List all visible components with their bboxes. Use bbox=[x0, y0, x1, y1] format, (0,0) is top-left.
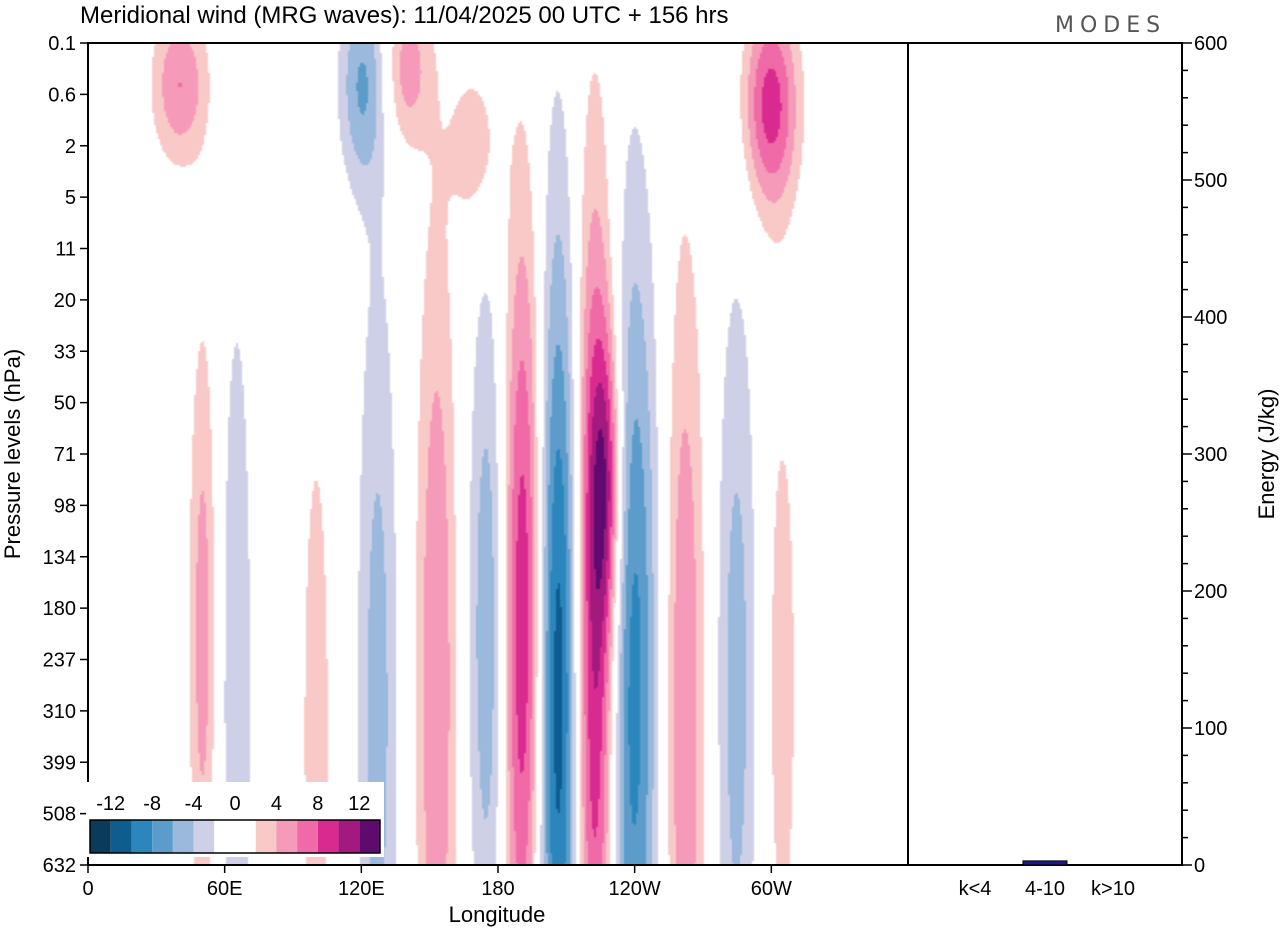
energy-tick-label: 600 bbox=[1194, 33, 1227, 55]
energy-bars: k<4 4-10 k>10 bbox=[959, 860, 1135, 900]
contour-field bbox=[88, 43, 908, 865]
contour-panel: 0.1 0.6 2 5 11 20 33 50 71 98 134 180 237 310 399 508 63… bbox=[0, 33, 909, 927]
colorbar-label: 8 bbox=[312, 793, 323, 815]
x-axis-label: Longitude bbox=[449, 902, 546, 927]
pressure-tick-label: 71 bbox=[54, 444, 76, 466]
colorbar-swatch bbox=[255, 820, 277, 853]
pressure-tick-label: 310 bbox=[43, 701, 76, 723]
modes-logo: MODES bbox=[1055, 13, 1166, 38]
pressure-axis: 0.1 0.6 2 5 11 20 33 50 71 98 134 180 237 310 399 508 63… bbox=[43, 33, 88, 877]
y-axis-label: Pressure levels (hPa) bbox=[0, 349, 25, 559]
chart-title: Meridional wind (MRG waves): 11/04/2025 … bbox=[80, 2, 729, 29]
colorbar-label: -4 bbox=[185, 793, 203, 815]
energy-tick-label: 300 bbox=[1194, 444, 1227, 466]
energy-frame bbox=[907, 42, 1183, 866]
energy-bar bbox=[1022, 860, 1068, 866]
colorbar-swatch bbox=[152, 820, 173, 853]
energy-tick-label: 100 bbox=[1194, 718, 1227, 740]
longitude-tick-label: 180 bbox=[481, 878, 514, 900]
colorbar-swatch bbox=[193, 820, 215, 853]
longitude-tick-label: 120E bbox=[338, 878, 385, 900]
colorbar-label: 4 bbox=[271, 793, 282, 815]
pressure-tick-label: 98 bbox=[54, 495, 76, 517]
colorbar-label: -12 bbox=[96, 793, 125, 815]
energy-category-label: k<4 bbox=[959, 878, 992, 900]
longitude-tick-label: 60W bbox=[751, 878, 792, 900]
colorbar-swatch bbox=[297, 820, 318, 853]
colorbar-swatch bbox=[276, 820, 298, 853]
pressure-tick-label: 0.6 bbox=[48, 84, 76, 106]
colorbar-label: -8 bbox=[143, 793, 161, 815]
colorbar-swatch bbox=[90, 820, 111, 853]
longitude-axis: 0 60E 120E 180 120W 60W bbox=[82, 865, 792, 900]
energy-axis: 0 100 200 300 400 500 600 bbox=[1182, 33, 1227, 877]
longitude-tick-label: 60E bbox=[207, 878, 243, 900]
longitude-tick-label: 120W bbox=[609, 878, 661, 900]
pressure-tick-label: 237 bbox=[43, 650, 76, 672]
pressure-tick-label: 11 bbox=[55, 239, 76, 261]
energy-category-label: 4-10 bbox=[1025, 878, 1065, 900]
energy-tick-label: 500 bbox=[1194, 170, 1227, 192]
pressure-tick-label: 5 bbox=[65, 187, 76, 209]
energy-tick-label: 400 bbox=[1194, 307, 1227, 329]
pressure-tick-label: 0.1 bbox=[48, 33, 76, 55]
colorbar: -12 -8 -4 0 4 8 12 bbox=[86, 782, 384, 857]
colorbar-swatch bbox=[317, 820, 339, 853]
pressure-tick-label: 180 bbox=[43, 598, 76, 620]
pressure-tick-label: 134 bbox=[43, 547, 76, 569]
energy-tick-label: 200 bbox=[1194, 581, 1227, 603]
pressure-tick-label: 20 bbox=[54, 290, 76, 312]
colorbar-swatch bbox=[110, 820, 132, 853]
energy-axis-label: Energy (J/kg) bbox=[1254, 389, 1279, 520]
longitude-tick-label: 0 bbox=[82, 878, 93, 900]
pressure-tick-label: 632 bbox=[43, 855, 76, 877]
energy-category-label: k>10 bbox=[1091, 878, 1135, 900]
colorbar-swatch bbox=[131, 820, 153, 853]
pressure-tick-label: 50 bbox=[54, 393, 76, 415]
pressure-tick-label: 508 bbox=[43, 804, 76, 826]
energy-panel: 0 100 200 300 400 500 600 k<4 4-10 k>10 Energy (… bbox=[907, 33, 1279, 900]
pressure-tick-label: 399 bbox=[43, 752, 76, 774]
colorbar-label: 12 bbox=[348, 793, 370, 815]
colorbar-label: 0 bbox=[229, 793, 240, 815]
pressure-tick-label: 2 bbox=[65, 136, 76, 158]
pressure-tick-label: 33 bbox=[54, 341, 76, 363]
colorbar-swatch bbox=[172, 820, 194, 853]
colorbar-swatch bbox=[359, 820, 380, 853]
energy-tick-label: 0 bbox=[1194, 855, 1205, 877]
colorbar-frame bbox=[89, 819, 381, 854]
colorbar-swatch bbox=[235, 820, 256, 853]
colorbar-swatch bbox=[214, 820, 235, 853]
colorbar-swatch bbox=[338, 820, 360, 853]
